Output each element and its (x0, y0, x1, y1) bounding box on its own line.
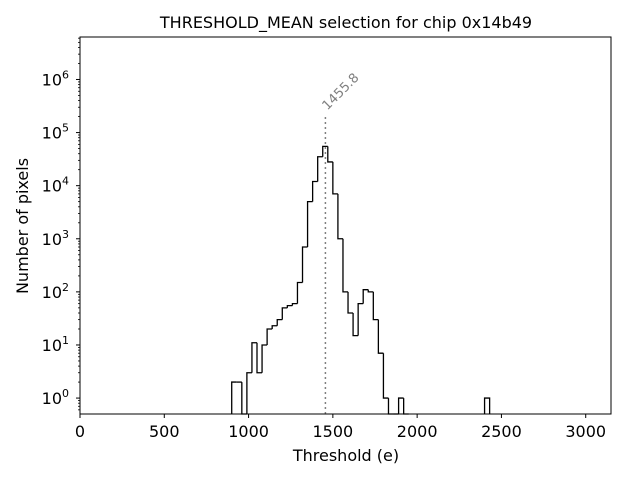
x-tick-label: 2500 (481, 422, 522, 441)
y-axis-label: Number of pixels (13, 158, 32, 294)
histogram-bin (372, 291, 379, 321)
histogram-bin (342, 238, 349, 293)
y-tick-label: 103 (42, 228, 69, 249)
y-tick-label: 100 (42, 387, 69, 408)
histogram-bin (382, 353, 389, 399)
x-axis-label: Threshold (e) (292, 446, 399, 465)
histogram-bin (327, 146, 333, 163)
histogram-bin (322, 145, 328, 157)
histogram-bin (377, 319, 384, 354)
histogram-bin (251, 342, 257, 373)
x-tick-label: 0 (75, 422, 85, 441)
histogram-bin (337, 193, 343, 240)
histogram-bin (301, 246, 308, 283)
histogram-bin (281, 307, 288, 320)
histogram-bin (332, 161, 338, 195)
y-tick-label: 104 (42, 175, 69, 196)
histogram-bin (271, 325, 278, 329)
histogram-bin (246, 372, 252, 414)
histogram-bin (286, 305, 293, 308)
y-tick-label: 105 (42, 122, 69, 143)
histogram-bin (357, 303, 364, 336)
histogram-bin (362, 289, 369, 304)
histogram-bin (306, 201, 313, 247)
histogram-bin (276, 318, 283, 326)
x-tick-label: 3000 (565, 422, 606, 441)
histogram-bin (296, 281, 303, 304)
histogram-bin (266, 328, 273, 345)
histogram-bin (231, 381, 237, 414)
x-tick-label: 1000 (228, 422, 269, 441)
histogram-bin (256, 342, 263, 374)
histogram-bin (317, 156, 323, 182)
histogram-bin (483, 397, 491, 414)
histogram-bin (347, 291, 354, 314)
histogram-bin (261, 344, 268, 373)
histogram-bin (291, 303, 298, 306)
x-axis-ticks: 0 500 1000 1500 2000 2500 3000 (75, 414, 606, 441)
x-tick-label: 2000 (397, 422, 438, 441)
y-axis-ticks: 100 101 102 103 104 105 106 (42, 37, 80, 411)
x-tick-label: 1500 (312, 422, 353, 441)
chart-title: THRESHOLD_MEAN selection for chip 0x14b4… (159, 13, 532, 33)
histogram-bin (311, 180, 318, 202)
histogram-bin (397, 397, 404, 414)
y-tick-label: 101 (42, 334, 69, 355)
y-tick-label: 106 (42, 68, 69, 89)
y-tick-label: 102 (42, 281, 69, 302)
histogram-bin (367, 289, 374, 293)
plot-area (80, 37, 611, 414)
plot-frame (79, 36, 612, 415)
histogram-bin (352, 313, 359, 337)
x-tick-label: 500 (149, 422, 180, 441)
